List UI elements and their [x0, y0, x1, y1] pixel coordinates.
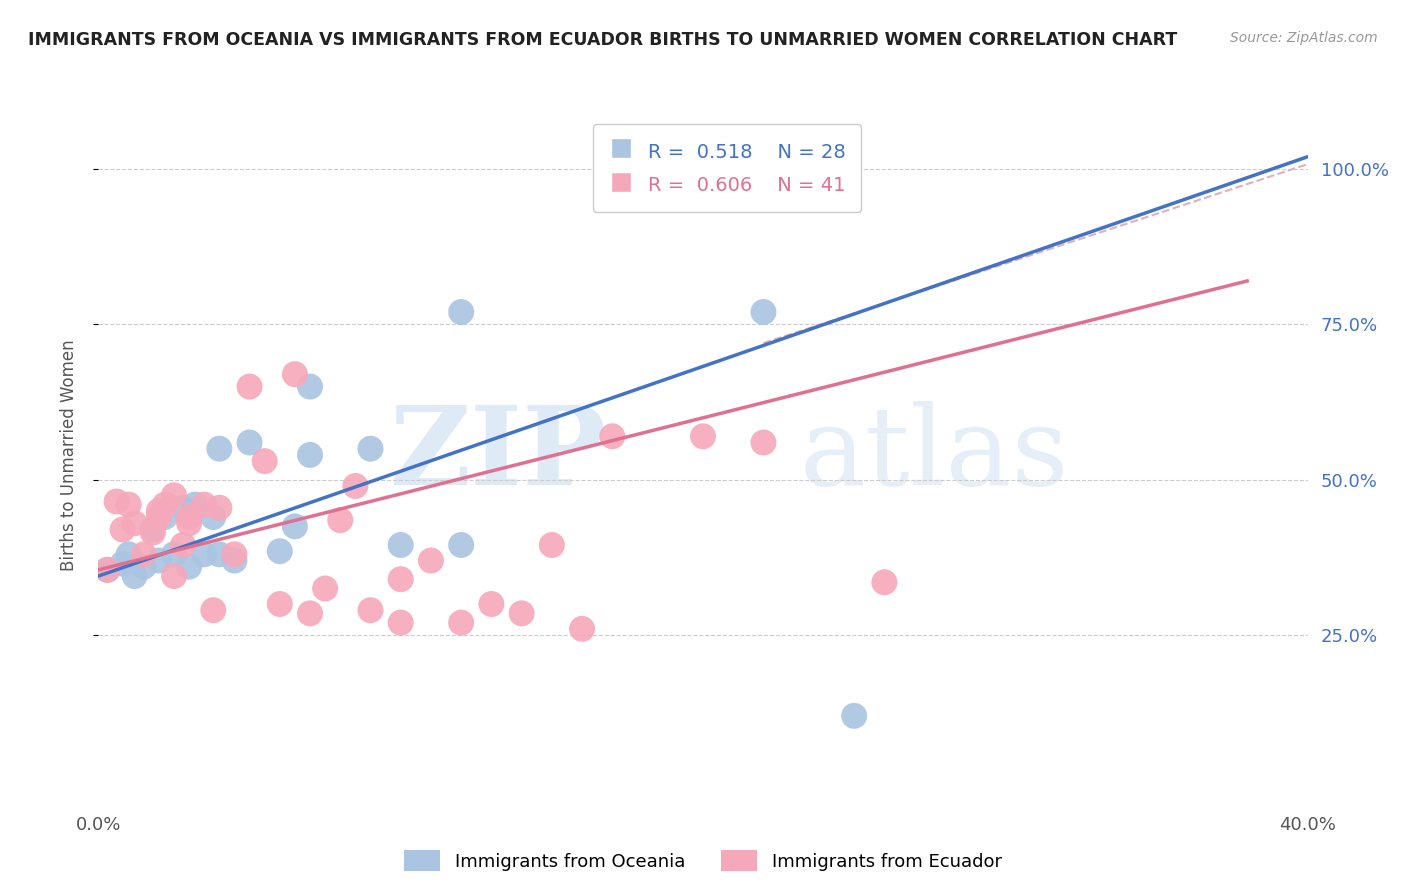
- Point: [692, 429, 714, 443]
- Point: [602, 429, 624, 443]
- Point: [142, 523, 165, 537]
- Point: [224, 547, 246, 561]
- Point: [752, 305, 775, 319]
- Text: ZIP: ZIP: [389, 401, 606, 508]
- Point: [163, 547, 186, 561]
- Point: [420, 553, 443, 567]
- Point: [202, 603, 225, 617]
- Text: IMMIGRANTS FROM OCEANIA VS IMMIGRANTS FROM ECUADOR BIRTHS TO UNMARRIED WOMEN COR: IMMIGRANTS FROM OCEANIA VS IMMIGRANTS FR…: [28, 31, 1177, 49]
- Point: [111, 523, 134, 537]
- Point: [193, 498, 215, 512]
- Point: [118, 547, 141, 561]
- Point: [105, 494, 128, 508]
- Point: [163, 488, 186, 502]
- Point: [142, 525, 165, 540]
- Point: [299, 379, 322, 393]
- Point: [314, 582, 336, 596]
- Point: [96, 563, 118, 577]
- Text: atlas: atlas: [800, 401, 1070, 508]
- Legend: Immigrants from Oceania, Immigrants from Ecuador: Immigrants from Oceania, Immigrants from…: [396, 843, 1010, 879]
- Point: [389, 615, 412, 630]
- Point: [389, 538, 412, 552]
- Point: [481, 597, 503, 611]
- Point: [208, 547, 231, 561]
- Point: [124, 516, 146, 531]
- Point: [873, 575, 896, 590]
- Point: [571, 622, 593, 636]
- Point: [124, 569, 146, 583]
- Point: [752, 435, 775, 450]
- Point: [179, 516, 201, 531]
- Point: [132, 559, 155, 574]
- Point: [540, 538, 562, 552]
- Point: [208, 500, 231, 515]
- Point: [450, 305, 472, 319]
- Point: [202, 510, 225, 524]
- Point: [111, 557, 134, 571]
- Point: [208, 442, 231, 456]
- Point: [224, 553, 246, 567]
- Point: [153, 510, 176, 524]
- Point: [344, 479, 367, 493]
- Point: [184, 498, 207, 512]
- Point: [284, 367, 307, 381]
- Point: [96, 563, 118, 577]
- Point: [239, 379, 262, 393]
- Point: [662, 156, 685, 170]
- Point: [844, 708, 866, 723]
- Text: Source: ZipAtlas.com: Source: ZipAtlas.com: [1230, 31, 1378, 45]
- Point: [253, 454, 276, 468]
- Point: [269, 597, 291, 611]
- Point: [239, 435, 262, 450]
- Point: [153, 498, 176, 512]
- Point: [360, 603, 382, 617]
- Point: [284, 519, 307, 533]
- Point: [132, 547, 155, 561]
- Point: [329, 513, 352, 527]
- Point: [360, 442, 382, 456]
- Point: [118, 498, 141, 512]
- Point: [179, 510, 201, 524]
- Point: [179, 559, 201, 574]
- Point: [299, 448, 322, 462]
- Point: [172, 538, 194, 552]
- Point: [269, 544, 291, 558]
- Point: [450, 615, 472, 630]
- Point: [450, 538, 472, 552]
- Point: [163, 569, 186, 583]
- Point: [299, 607, 322, 621]
- Point: [510, 607, 533, 621]
- Legend: R =  0.518    N = 28, R =  0.606    N = 41: R = 0.518 N = 28, R = 0.606 N = 41: [593, 124, 860, 212]
- Point: [172, 500, 194, 515]
- Y-axis label: Births to Unmarried Women: Births to Unmarried Women: [59, 339, 77, 571]
- Point: [389, 572, 412, 586]
- Point: [193, 547, 215, 561]
- Point: [148, 504, 170, 518]
- Point: [148, 553, 170, 567]
- Point: [148, 510, 170, 524]
